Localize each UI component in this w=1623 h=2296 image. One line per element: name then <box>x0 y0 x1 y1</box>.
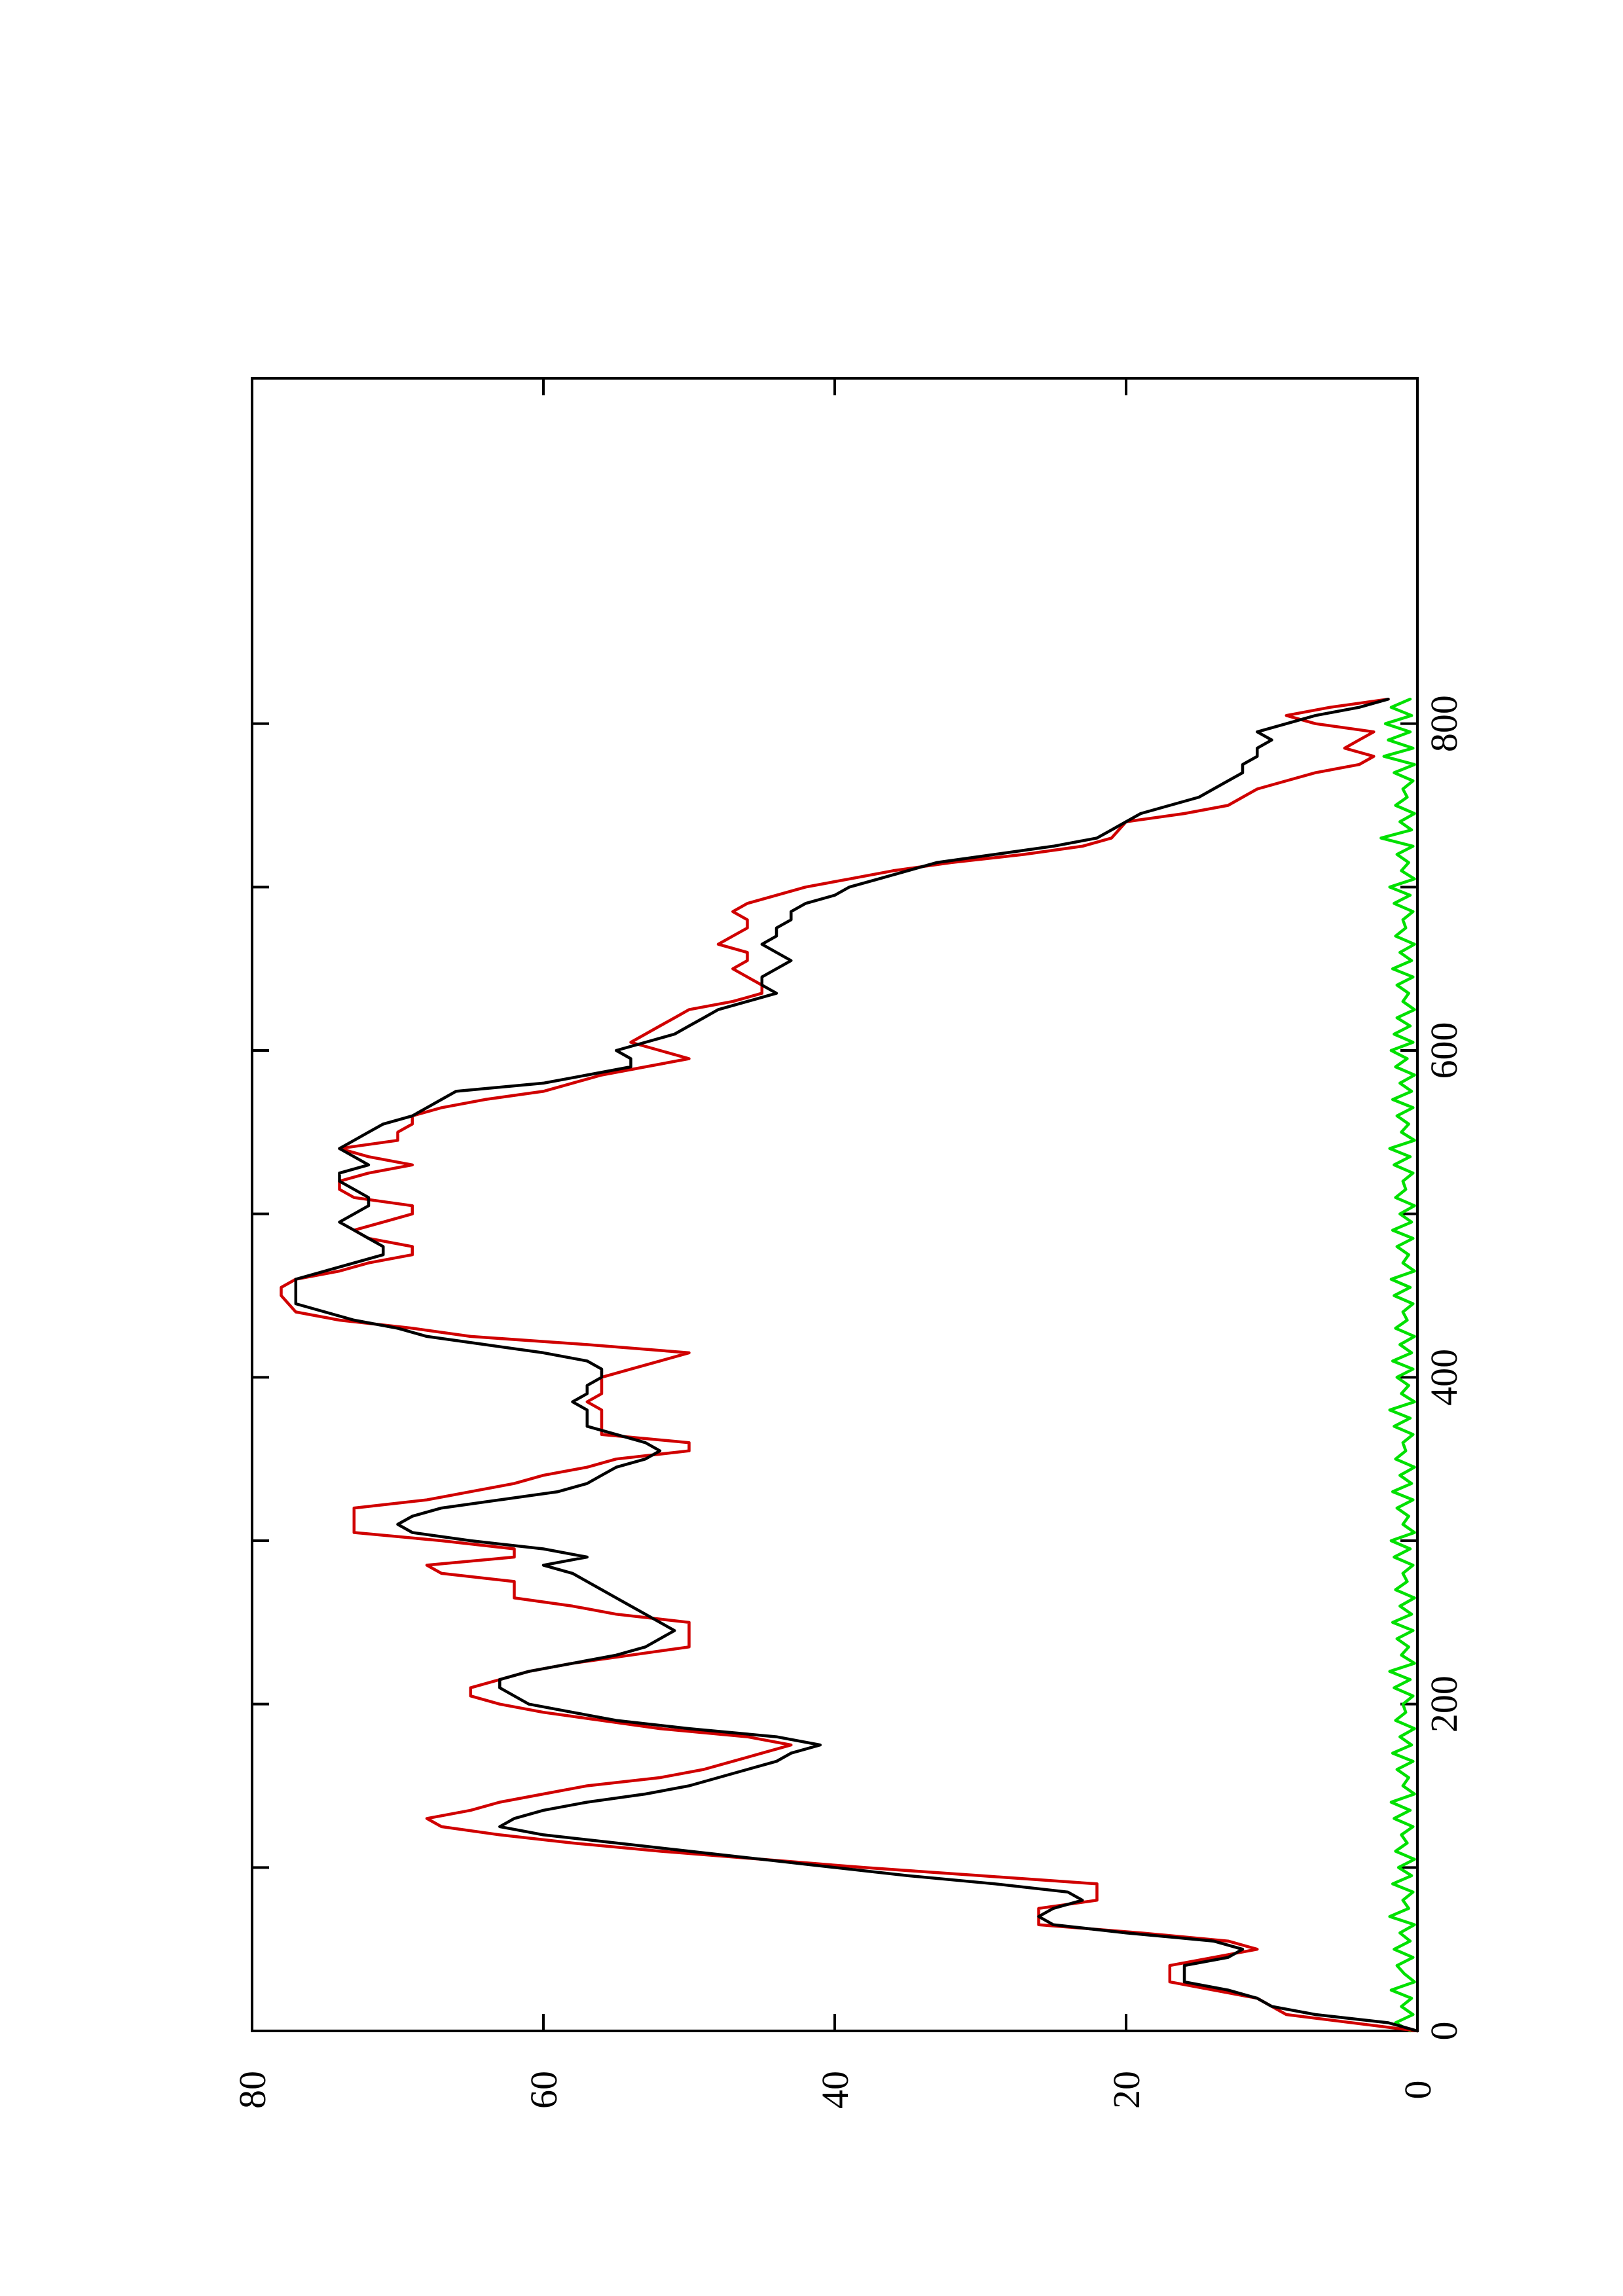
series-line-red <box>280 697 1419 2033</box>
x-tick-label: 0 <box>1423 2022 1465 2041</box>
y-tick-label: 20 <box>1105 2071 1148 2109</box>
tick-labels: 0 200 400 600 800 0 20 40 60 80 <box>231 695 1465 2109</box>
x-tick-label: 600 <box>1423 1022 1465 1079</box>
y-tick-label: 40 <box>814 2071 856 2109</box>
x-tick-label: 400 <box>1423 1349 1465 1406</box>
series-layer <box>280 697 1419 2033</box>
tick-marks <box>251 378 1419 2032</box>
y-tick-label: 0 <box>1396 2081 1439 2100</box>
series-line-black <box>294 697 1419 2033</box>
series-line-green <box>1379 697 1416 2033</box>
plot-frame <box>251 377 1419 2032</box>
x-tick-label: 800 <box>1423 695 1465 752</box>
x-tick-label: 200 <box>1423 1676 1465 1732</box>
y-tick-label: 80 <box>231 2071 274 2109</box>
y-tick-label: 60 <box>522 2071 565 2109</box>
